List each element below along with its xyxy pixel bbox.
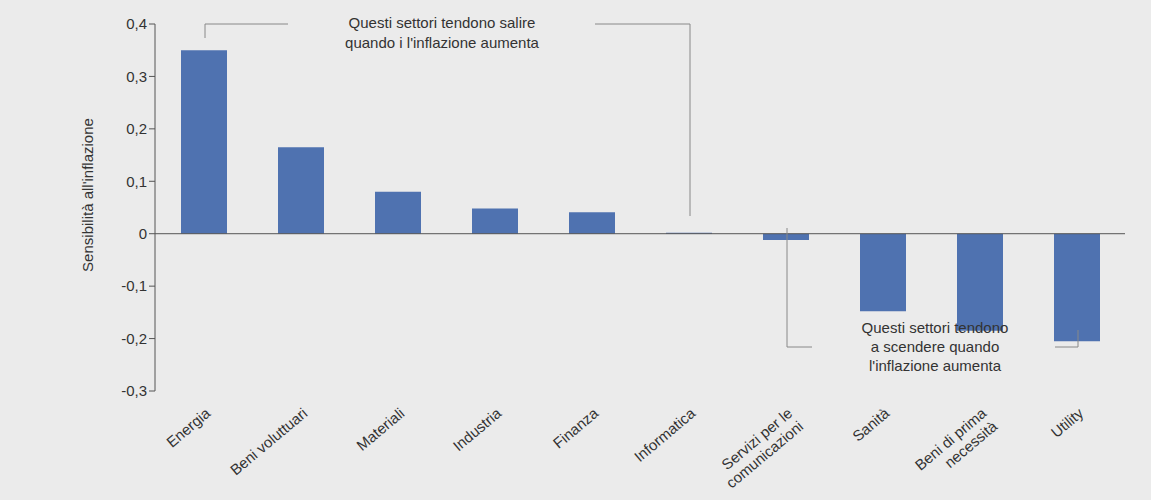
svg-text:Utility: Utility [1047,404,1086,441]
svg-text:Questi settori tendonoa scende: Questi settori tendonoa scendere quandol… [862,319,1009,374]
svg-text:-0,1: -0,1 [121,277,147,294]
svg-text:0,3: 0,3 [126,68,147,85]
svg-text:-0,2: -0,2 [121,330,147,347]
svg-text:0,2: 0,2 [126,120,147,137]
svg-text:-0,3: -0,3 [121,382,147,399]
svg-text:Beni di primanecessità: Beni di primanecessità [911,404,1000,487]
svg-text:Sensibilità all'inflazione: Sensibilità all'inflazione [79,118,96,272]
svg-text:0,1: 0,1 [126,173,147,190]
svg-text:Materiali: Materiali [353,404,407,453]
svg-text:Sanità: Sanità [849,404,893,445]
svg-text:0: 0 [139,225,147,242]
svg-text:Beni voluttuari: Beni voluttuari [227,404,311,478]
svg-text:Finanza: Finanza [550,404,602,452]
svg-text:0,4: 0,4 [126,15,147,32]
svg-text:Informatica: Informatica [631,404,699,465]
svg-text:Questi settori tendono salireq: Questi settori tendono salirequando i l'… [345,14,539,51]
svg-text:Industria: Industria [449,404,505,454]
svg-text:Energia: Energia [163,404,214,451]
svg-text:Servizi per lecomunicazioni: Servizi per lecomunicazioni [712,404,807,491]
